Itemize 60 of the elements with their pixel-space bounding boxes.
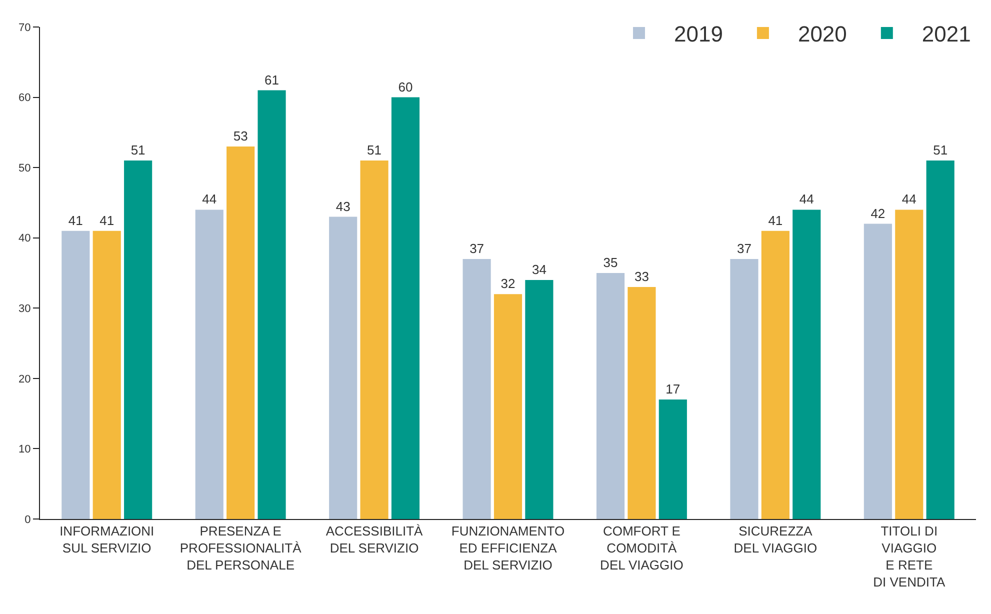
bar: [62, 230, 90, 519]
y-tick-label: 60: [18, 92, 31, 104]
bar: [895, 210, 924, 519]
data-label: 17: [666, 382, 680, 397]
data-label: 32: [500, 276, 516, 292]
bar: [195, 210, 224, 519]
x-tick-label: COMFORT E COMODITÀ DEL VIAGGIO: [600, 524, 684, 572]
bar: [730, 258, 758, 519]
y-tick-label: 20: [18, 373, 31, 386]
bar: [864, 224, 892, 519]
x-tick-label: INFORMAZIONI SUL SERVIZIO: [60, 524, 154, 556]
x-tick-label: TITOLI DI VIAGGIO E RETE DI VENDITA: [873, 524, 946, 590]
y-tick-label: 70: [18, 22, 31, 34]
data-label: 33: [634, 269, 649, 284]
bar: [792, 210, 821, 519]
data-label: 37: [470, 240, 484, 256]
bar: [92, 230, 121, 519]
x-tick-label: FUNZIONAMENTO ED EFFICIENZA DEL SERVIZIO: [451, 524, 565, 572]
data-label: 34: [532, 262, 546, 278]
bar: [226, 146, 255, 519]
legend-label: 2020: [798, 22, 847, 47]
data-label: 41: [768, 212, 783, 228]
data-label: 60: [398, 79, 413, 94]
bar: [258, 90, 286, 519]
x-tick-label: SICUREZZA DEL VIAGGIO: [734, 524, 818, 556]
bar: [329, 216, 358, 519]
bar: [628, 287, 656, 519]
data-label: 51: [367, 142, 382, 158]
bar: [761, 230, 790, 519]
y-tick-label: 0: [24, 514, 31, 526]
bar: [462, 258, 491, 519]
bar: [658, 400, 687, 519]
data-label: 35: [603, 255, 618, 270]
bar: [926, 160, 954, 519]
bar: [596, 273, 625, 519]
data-label: 51: [130, 142, 146, 158]
bar: [391, 97, 420, 519]
data-label: 51: [933, 142, 948, 158]
y-tick-label: 10: [18, 444, 31, 456]
y-tick-label: 40: [18, 232, 31, 245]
data-label: 53: [233, 128, 248, 144]
bar: [494, 294, 522, 519]
y-tick-label: 50: [18, 162, 31, 174]
x-tick-label: PRESENZA E PROFESSIONALITÀ DEL PERSONALE: [180, 524, 302, 572]
legend-label: 2019: [674, 22, 723, 47]
data-label: 44: [799, 192, 814, 207]
bar: [124, 160, 152, 519]
data-label: 42: [870, 206, 886, 221]
data-label: 61: [264, 72, 280, 88]
data-label: 41: [68, 212, 83, 228]
data-label: 44: [902, 192, 916, 207]
data-label: 44: [202, 192, 217, 207]
x-tick-label: ACCESSIBILITÀ DEL SERVIZIO: [326, 524, 424, 556]
legend-label: 2021: [922, 22, 971, 47]
data-label: 37: [736, 240, 752, 256]
data-label: 43: [336, 198, 350, 214]
bar: [360, 160, 388, 519]
data-label: 41: [100, 212, 114, 228]
y-tick-label: 30: [18, 302, 31, 315]
bar: [525, 280, 554, 519]
